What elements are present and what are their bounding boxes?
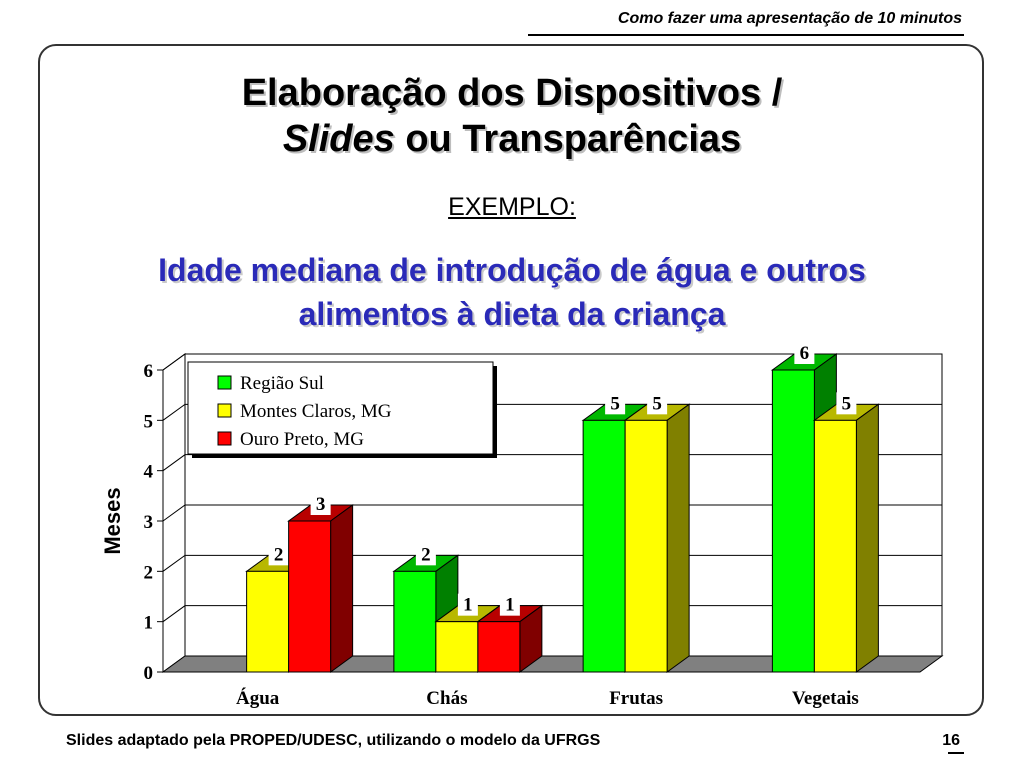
bar-2 [813,419,857,673]
legend-swatch [217,403,232,418]
bar-2 [624,419,668,673]
bar-side [855,403,879,673]
gridline [162,554,942,572]
data-label-bg [415,543,436,566]
gridline [162,605,942,623]
y-axis-label: Meses [100,487,125,554]
bar-3 [477,621,521,673]
data-label: 5 [842,393,852,414]
data-label-bg [647,392,668,415]
header-note: Como fazer uma apresentação de 10 minuto… [617,10,962,27]
bar-side [666,403,690,673]
bar-2 [246,570,290,673]
data-label: 5 [610,393,620,414]
data-label: 1 [505,595,515,616]
y-tick-label: 3 [144,512,154,533]
y-tick-label: 2 [144,562,154,583]
slide-frame [38,44,984,716]
x-tick-label: Água [236,687,280,709]
data-label: 5 [652,393,662,414]
y-tick-label: 5 [144,411,154,432]
data-label: 2 [421,544,431,565]
chart-title-line1: Idade mediana de introdução de água e ou… [158,252,866,288]
y-tick-label: 1 [144,613,154,634]
x-tick-label: Frutas [609,688,663,709]
slide-title-rest: ou Transparências [394,118,742,160]
gridline [162,504,942,522]
slide-title-line1: Elaboração dos Dispositivos / [241,72,783,114]
slide-title-line2: Slides ou Transparências [0,116,1024,162]
bar-3 [288,520,332,673]
bar-1 [393,570,437,673]
x-tick-label: Vegetais [792,688,859,709]
legend-label: Região Sul [240,373,324,394]
y-tick-label: 0 [144,663,154,684]
data-label-bg [268,543,289,566]
x-tick-label: Chás [426,688,467,709]
bar-1 [582,419,626,673]
header-rule [528,34,964,36]
data-label-bg [794,342,815,364]
data-label-bg [605,392,626,415]
gridline [162,454,942,472]
data-label: 2 [274,544,284,565]
y-tick-label: 6 [144,361,154,382]
data-label-bg [499,593,520,616]
legend-label: Montes Claros, MG [240,401,392,422]
data-label-bg [457,593,478,616]
y-tick-label: 4 [144,462,154,483]
data-label-bg [310,493,331,515]
legend-swatch [217,431,232,446]
data-label: 1 [463,595,473,616]
data-label-bg [836,392,857,415]
legend-swatch [217,375,232,390]
slide-title-italic: Slides [282,118,395,160]
page-number: 16 [942,732,960,749]
data-label: 3 [316,494,326,515]
footer-credit: Slides adaptado pela PROPED/UDESC, utili… [66,732,601,749]
legend-label: Ouro Preto, MG [240,429,364,450]
data-label: 6 [800,343,810,364]
bar-1 [771,369,815,673]
legend [187,361,494,455]
bar-side [330,504,354,673]
gridline [162,353,942,371]
bar-2 [435,621,479,673]
example-label-text: EXEMPLO: [448,193,576,221]
chart-title-line2: alimentos à dieta da criança [298,296,726,332]
page-number-underline [948,752,964,754]
example-label: EXEMPLO: [0,193,1024,222]
